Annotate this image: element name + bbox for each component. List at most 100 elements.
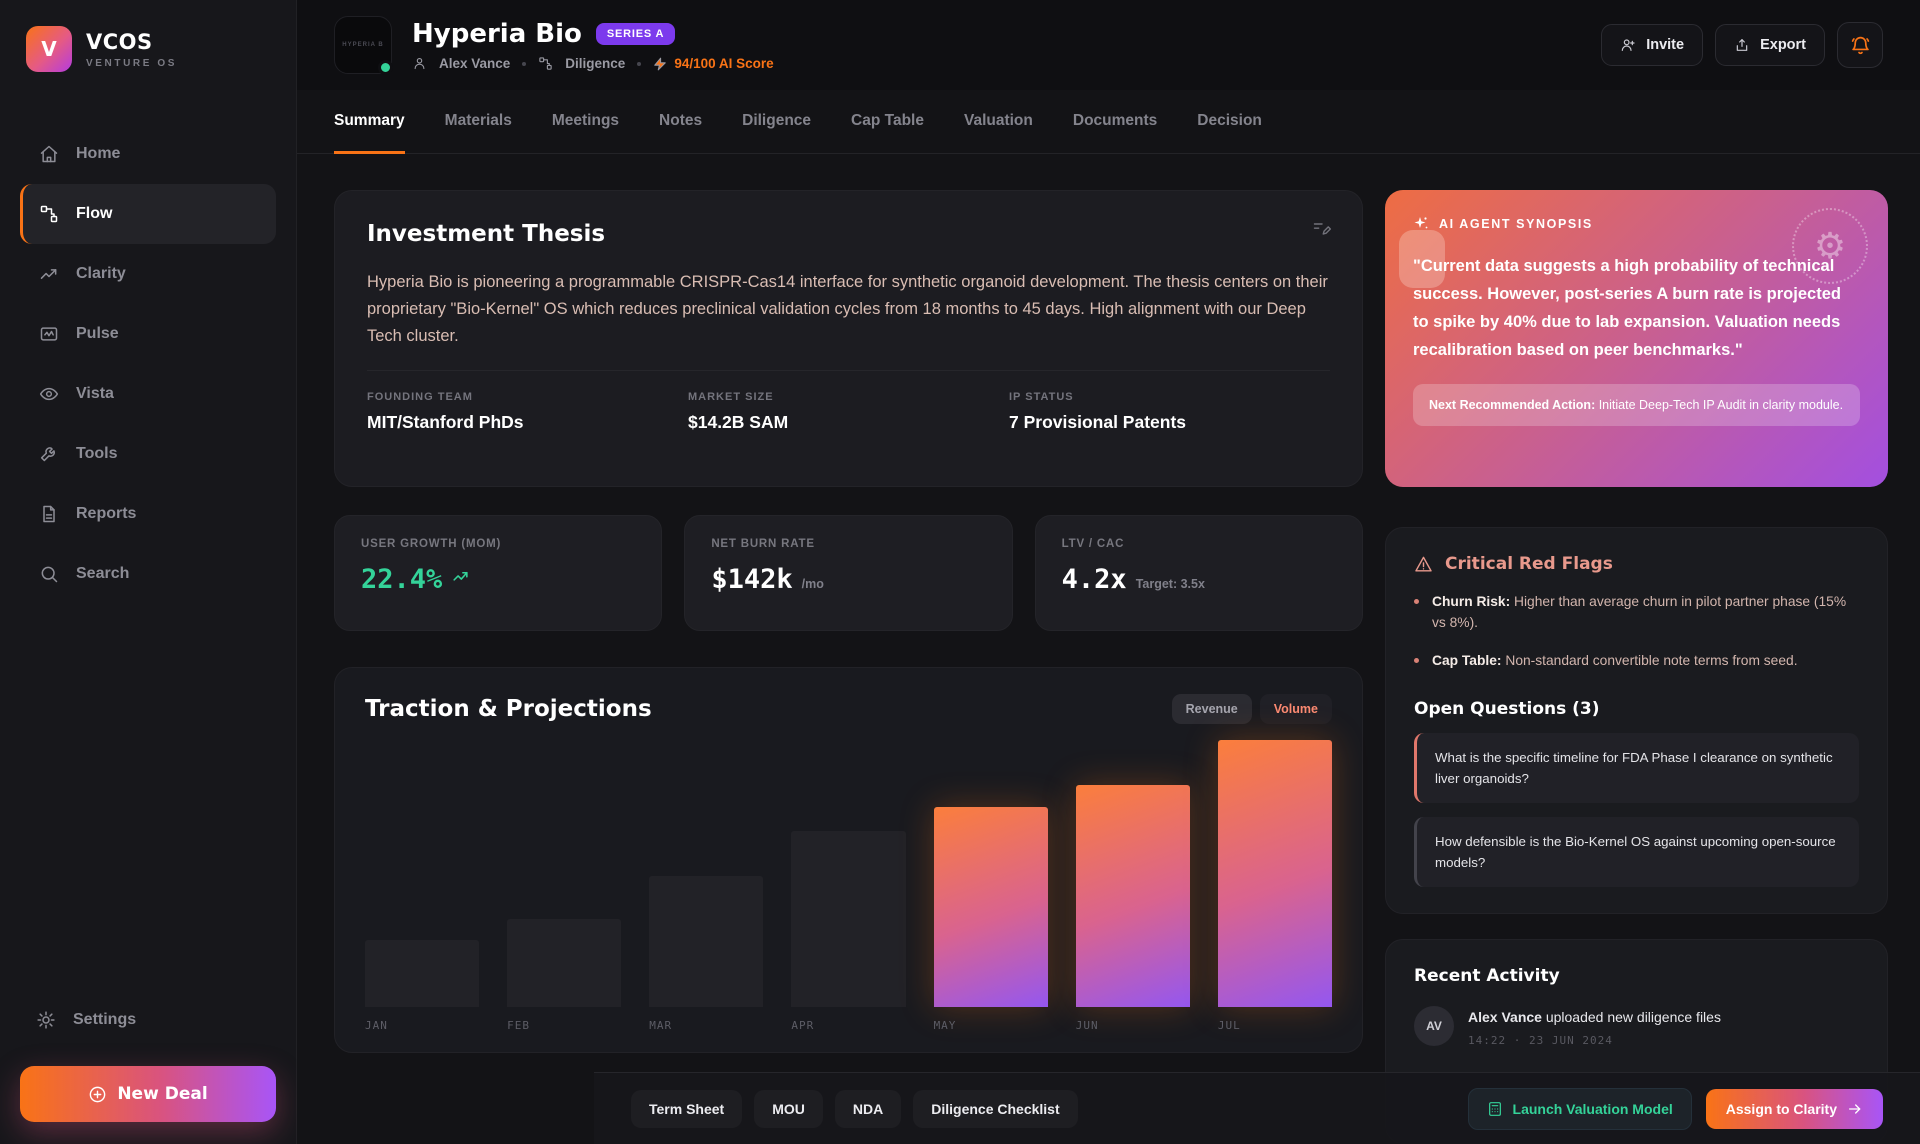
bell-icon	[1851, 36, 1869, 54]
stat-label: MARKET SIZE	[688, 391, 774, 403]
edit-thesis-button[interactable]	[1312, 219, 1332, 244]
sidebar-item-label: Pulse	[76, 325, 119, 342]
brand-name: VCOS	[86, 29, 153, 54]
doc-chip-mou[interactable]: MOU	[754, 1090, 823, 1128]
doc-chip-nda[interactable]: NDA	[835, 1090, 901, 1128]
sidebar-item-vista[interactable]: Vista	[20, 364, 276, 424]
thesis-title: Investment Thesis	[367, 221, 606, 247]
pulse-chart-icon	[40, 327, 58, 341]
brand-logo: V	[26, 26, 72, 72]
export-icon	[1736, 39, 1748, 51]
avatar: AV	[1414, 1006, 1454, 1046]
brand: V VCOS VENTURE OS	[20, 26, 276, 72]
ai-score: 94/100 AI Score	[653, 56, 774, 71]
divider	[367, 370, 1330, 371]
invite-button[interactable]: Invite	[1601, 24, 1704, 66]
open-questions-title: Open Questions (3)	[1414, 699, 1600, 719]
eye-icon	[39, 387, 59, 401]
sidebar-item-flow[interactable]: Flow	[20, 184, 276, 244]
x-label: JUL	[1217, 1019, 1241, 1032]
tab-summary[interactable]: Summary	[334, 90, 405, 154]
notifications-button[interactable]	[1837, 22, 1883, 68]
open-question-item[interactable]: How defensible is the Bio-Kernel OS agai…	[1414, 817, 1859, 887]
sidebar-item-clarity[interactable]: Clarity	[20, 244, 276, 304]
sparkle-icon	[1414, 217, 1428, 229]
bar-may	[933, 806, 1048, 1007]
bar-jun	[1075, 785, 1190, 1007]
launch-valuation-label: Launch Valuation Model	[1512, 1100, 1673, 1117]
x-label: APR	[791, 1019, 815, 1032]
flag-text: Non-standard convertible note terms from…	[1501, 653, 1798, 668]
bar-mar	[649, 876, 764, 1007]
tab-materials[interactable]: Materials	[444, 111, 512, 129]
page-title: Hyperia Bio	[412, 19, 582, 49]
trend-up-icon	[451, 568, 470, 592]
header: HYPERIA B Hyperia Bio SERIES A Alex Vanc…	[297, 0, 1920, 90]
metric-net-burn: NET BURN RATE $142k /mo	[684, 515, 1013, 631]
bar-jan	[365, 940, 480, 1007]
warning-triangle-icon	[1415, 556, 1432, 572]
tab-documents[interactable]: Documents	[1072, 111, 1158, 129]
deal-owner: Alex Vance	[439, 56, 511, 71]
bar-feb	[507, 918, 622, 1007]
red-flags-card: Critical Red Flags Churn Risk: Higher th…	[1385, 527, 1888, 914]
separator-dot	[522, 61, 527, 66]
right-column: AI AGENT SYNOPSIS ⚙ "Current data sugges…	[1385, 190, 1888, 1144]
metric-label: LTV / CAC	[1061, 538, 1125, 550]
tab-cap-table[interactable]: Cap Table	[851, 111, 924, 129]
ai-synopsis-quote: "Current data suggests a high probabilit…	[1413, 257, 1841, 359]
sidebar-item-search[interactable]: Search	[20, 544, 276, 604]
doc-chip-diligence-checklist[interactable]: Diligence Checklist	[913, 1090, 1077, 1128]
sidebar-item-home[interactable]: Home	[20, 124, 276, 184]
sidebar-item-settings[interactable]: Settings	[20, 992, 276, 1048]
export-button[interactable]: Export	[1715, 24, 1825, 66]
recent-activity-title: Recent Activity	[1414, 966, 1560, 986]
flag-lead: Churn Risk:	[1432, 594, 1511, 609]
sidebar-item-label: Tools	[76, 445, 118, 462]
tab-valuation[interactable]: Valuation	[963, 111, 1033, 129]
sidebar-item-pulse[interactable]: Pulse	[20, 304, 276, 364]
open-question-item[interactable]: What is the specific timeline for FDA Ph…	[1414, 733, 1859, 803]
company-avatar: HYPERIA B	[334, 16, 393, 75]
sidebar-nav: Home Flow Clarity Pulse Vista Tools	[20, 124, 276, 604]
new-deal-button[interactable]: New Deal	[20, 1066, 276, 1122]
activity-action: uploaded new diligence files	[1541, 1009, 1721, 1025]
document-chips: Term Sheet MOU NDA Diligence Checklist	[631, 1090, 1078, 1128]
tab-notes[interactable]: Notes	[659, 111, 703, 129]
home-icon	[40, 145, 58, 163]
metric-ltv-cac: LTV / CAC 4.2x Target: 3.5x	[1034, 515, 1363, 631]
trend-icon	[40, 269, 57, 279]
tab-diligence[interactable]: Diligence	[742, 111, 812, 129]
toggle-volume[interactable]: Volume	[1259, 694, 1332, 724]
tab-bar: Summary Materials Meetings Notes Diligen…	[297, 90, 1920, 154]
plus-circle-icon	[89, 1086, 106, 1102]
chart-title: Traction & Projections	[365, 696, 652, 722]
bottom-action-bar: Term Sheet MOU NDA Diligence Checklist L…	[594, 1072, 1920, 1144]
x-label: MAY	[933, 1019, 957, 1032]
red-flag-item: Churn Risk: Higher than average churn in…	[1414, 591, 1859, 633]
doc-chip-term-sheet[interactable]: Term Sheet	[631, 1090, 742, 1128]
ai-action-lead: Next Recommended Action:	[1429, 398, 1596, 412]
assign-to-clarity-button[interactable]: Assign to Clarity	[1705, 1088, 1883, 1129]
flag-text: Higher than average churn in pilot partn…	[1432, 594, 1847, 630]
bar-apr	[791, 830, 906, 1007]
tab-meetings[interactable]: Meetings	[551, 111, 620, 129]
thesis-stats: FOUNDING TEAM MIT/Stanford PhDs MARKET S…	[367, 391, 1330, 433]
stat-value: MIT/Stanford PhDs	[367, 412, 524, 432]
tab-decision[interactable]: Decision	[1197, 111, 1262, 129]
sidebar: V VCOS VENTURE OS Home Flow Clarity Puls…	[0, 0, 297, 1144]
sidebar-item-reports[interactable]: Reports	[20, 484, 276, 544]
launch-valuation-button[interactable]: Launch Valuation Model	[1467, 1087, 1692, 1130]
flag-lead: Cap Table:	[1432, 653, 1502, 668]
activity-timestamp: 14:22 · 23 JUN 2024	[1468, 1034, 1613, 1047]
red-flag-item: Cap Table: Non-standard convertible note…	[1414, 650, 1859, 671]
x-label: MAR	[649, 1019, 673, 1032]
ai-score-text: 94/100 AI Score	[674, 56, 774, 71]
metric-value: 22.4%	[361, 564, 443, 595]
deal-phase: Diligence	[565, 56, 626, 71]
sidebar-item-tools[interactable]: Tools	[20, 424, 276, 484]
bullet-dot	[1414, 599, 1419, 604]
toggle-revenue[interactable]: Revenue	[1171, 694, 1252, 724]
stage-badge: SERIES A	[595, 23, 676, 45]
ai-recommended-action: Next Recommended Action: Initiate Deep-T…	[1413, 384, 1860, 426]
